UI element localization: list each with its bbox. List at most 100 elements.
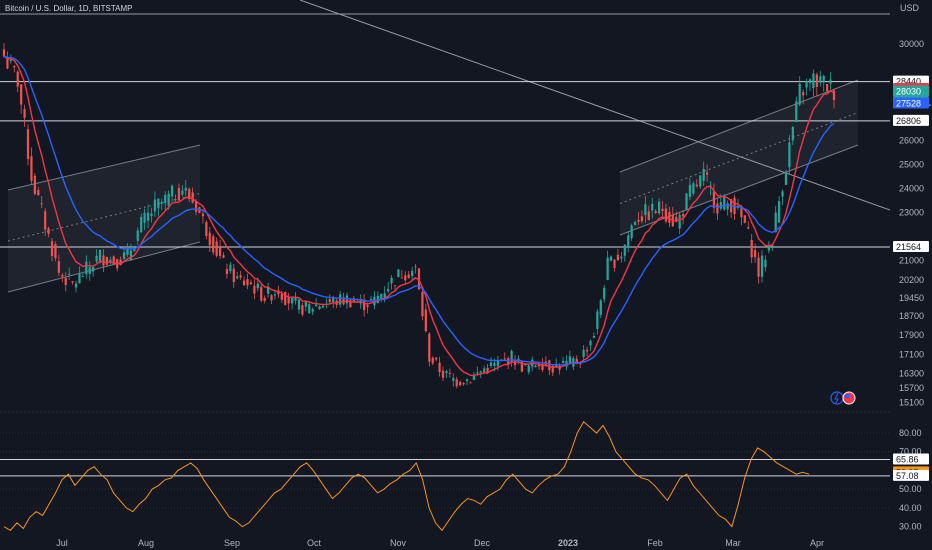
rsi-tag[interactable]: 57.08 [893, 469, 929, 481]
channel-lower-line[interactable] [7, 241, 201, 293]
candle-body [688, 184, 692, 197]
price-tag[interactable]: 27528 [893, 97, 929, 109]
candle-body [167, 193, 170, 206]
candle [301, 302, 304, 317]
rsi-tick-label: 80.00 [899, 428, 922, 438]
candle-body [661, 208, 664, 211]
candle [294, 291, 297, 305]
candle-body [256, 283, 259, 289]
candle [170, 184, 174, 203]
candle-body [270, 295, 273, 301]
candle [802, 89, 805, 105]
candle-body [133, 248, 136, 252]
candle-body [664, 208, 668, 222]
candle [651, 197, 654, 219]
candle [201, 209, 205, 224]
ema-fast-line[interactable] [3, 55, 835, 377]
candle-body [791, 126, 794, 141]
price-tag-text: 28030 [896, 86, 921, 96]
channel-lower-line[interactable] [619, 144, 859, 236]
candle [411, 266, 414, 282]
candle-body [160, 201, 163, 204]
candle-body [50, 241, 54, 257]
price-tag[interactable]: 28030 [893, 85, 929, 97]
candle [414, 264, 417, 274]
price-tag-bg [893, 241, 929, 253]
candle-body [314, 304, 318, 307]
candle [668, 206, 671, 228]
channel-upper-line[interactable] [619, 79, 859, 173]
candle [596, 308, 599, 335]
candle [424, 303, 427, 333]
us-flag-icon[interactable] [842, 391, 856, 405]
candle [284, 291, 287, 306]
candle-body [428, 333, 431, 362]
candle-body [181, 190, 184, 195]
rsi-tag[interactable]: 65.86 [893, 453, 929, 465]
candle [589, 339, 592, 351]
candle-body [404, 275, 407, 281]
candle-body [740, 208, 743, 218]
price-tick-label: 24000 [899, 183, 924, 193]
candle [462, 382, 465, 386]
candle-body [229, 264, 232, 272]
candle [225, 263, 229, 279]
candle-body [613, 259, 616, 269]
candle-body [822, 75, 825, 83]
price-tick-label: 15100 [899, 398, 924, 408]
price-tag[interactable]: 26806 [893, 114, 929, 126]
candle [205, 220, 208, 240]
candle-body [640, 216, 644, 222]
time-axis[interactable]: Jul Aug Sep Oct Nov Dec 2023 Feb Mar Apr [56, 538, 824, 548]
candle [253, 279, 256, 300]
candle-body [668, 212, 671, 223]
candle-body [339, 294, 342, 305]
candle-body [236, 276, 239, 279]
candle [290, 297, 294, 310]
candle [30, 147, 33, 185]
ema-slow-line[interactable] [3, 55, 835, 366]
candle [181, 184, 184, 197]
candle-body [304, 301, 307, 307]
candle-body [483, 368, 486, 374]
candle [308, 302, 311, 315]
candle-body [757, 257, 760, 277]
price-tag-bg [893, 469, 929, 481]
candle-body [301, 305, 304, 315]
candle-body [9, 58, 12, 61]
price-tag-text: 28440 [896, 77, 921, 87]
time-tick-label: Oct [307, 538, 322, 548]
candle-body [342, 297, 345, 305]
price-tick-label: 19450 [899, 293, 924, 303]
price-axis[interactable]: 30000 26000 25000 24000 23000 21000 20200 19450… [893, 39, 931, 532]
trend-line[interactable] [299, 0, 891, 211]
rsi-pane[interactable] [0, 420, 890, 532]
rsi-line[interactable] [3, 420, 810, 532]
candle [815, 72, 818, 97]
candle-body [332, 297, 335, 303]
candle [702, 161, 705, 186]
candle-body [44, 211, 47, 230]
candle-body [311, 309, 314, 312]
price-pane[interactable] [0, 0, 891, 389]
candle-body [208, 232, 211, 246]
price-tag[interactable]: 21564 [893, 241, 929, 253]
candle [95, 249, 98, 264]
candle-body [88, 267, 91, 274]
candle [754, 243, 757, 263]
candle-body [616, 254, 620, 261]
candle [188, 187, 191, 202]
candle-body [287, 297, 290, 304]
candle-body [146, 212, 150, 221]
candle-body [438, 362, 441, 373]
channel-upper-line[interactable] [7, 144, 201, 191]
price-tag-text: 26806 [896, 116, 921, 126]
price-tag-text: 65.86 [896, 454, 919, 464]
candle [705, 164, 709, 182]
regression-channel[interactable] [620, 80, 858, 235]
candle-body [411, 270, 414, 277]
candle [520, 360, 524, 373]
candle-body [263, 297, 266, 301]
